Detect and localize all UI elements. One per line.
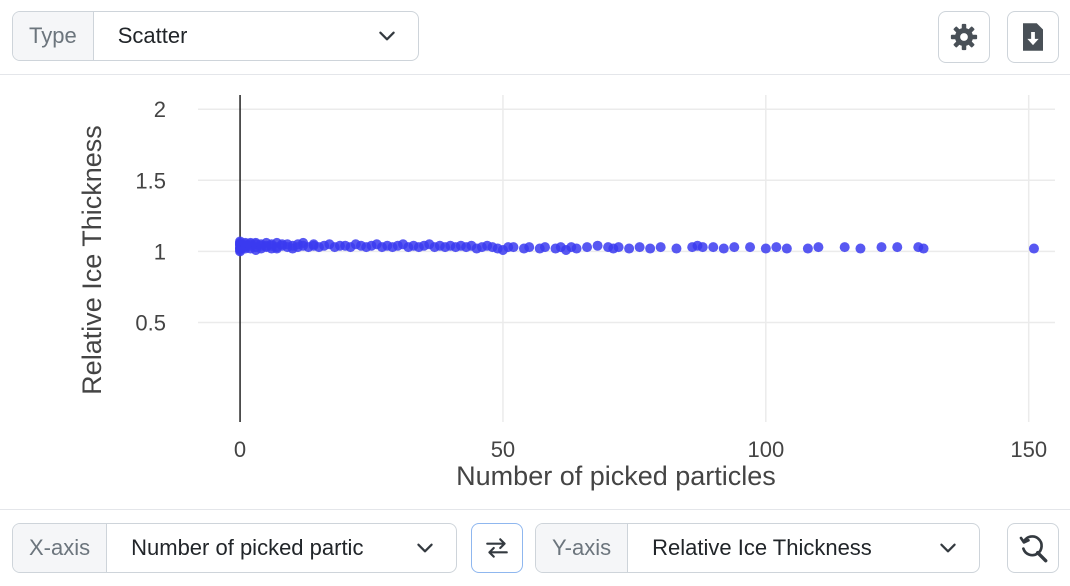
- scatter-point[interactable]: [592, 240, 603, 251]
- y-axis-select-label: Y-axis: [536, 524, 629, 572]
- x-tick-label: 150: [1010, 437, 1047, 462]
- file-download-icon: [1023, 23, 1043, 51]
- scatter-point[interactable]: [645, 243, 656, 254]
- swap-arrows-icon: [486, 538, 508, 558]
- x-axis-select-label: X-axis: [13, 524, 108, 572]
- scatter-point[interactable]: [582, 242, 593, 253]
- y-tick-labels: 0.5 1 1.5 2: [135, 97, 166, 335]
- scatter-point[interactable]: [571, 243, 582, 254]
- x-axis-select[interactable]: X-axis Number of picked particles: [12, 523, 457, 573]
- scatter-point[interactable]: [624, 243, 635, 254]
- gear-icon: [950, 23, 978, 51]
- scatter-point[interactable]: [745, 242, 756, 253]
- scatter-point[interactable]: [813, 242, 824, 253]
- scatter-point[interactable]: [655, 242, 666, 253]
- zoom-reset-button[interactable]: [1007, 523, 1059, 573]
- y-axis-title: Relative Ice Thickness: [77, 125, 107, 395]
- scatter-point[interactable]: [855, 243, 866, 254]
- y-axis-select-value[interactable]: Relative Ice Thickness: [628, 524, 979, 572]
- scatter-point[interactable]: [802, 243, 813, 254]
- plot-type-select[interactable]: Type Scatter: [12, 11, 419, 61]
- scatter-point[interactable]: [718, 243, 729, 254]
- y-tick-label: 2: [154, 97, 166, 122]
- y-axis-select-value-text: Relative Ice Thickness: [652, 535, 872, 560]
- swap-axes-button[interactable]: [471, 523, 523, 573]
- scatter-point[interactable]: [524, 242, 535, 253]
- plot-type-label: Type: [13, 12, 94, 60]
- x-tick-label: 50: [491, 437, 515, 462]
- scatter-point[interactable]: [508, 242, 519, 253]
- scatter-point[interactable]: [540, 242, 551, 253]
- scatter-point[interactable]: [876, 242, 887, 253]
- scatter-point[interactable]: [613, 242, 624, 253]
- scatter-point[interactable]: [1028, 243, 1039, 254]
- scatter-point[interactable]: [634, 242, 645, 253]
- download-button[interactable]: [1007, 11, 1059, 63]
- plot-type-value-text: Scatter: [117, 23, 188, 48]
- plot-frame: [0, 74, 1070, 510]
- x-tick-label: 0: [234, 437, 246, 462]
- scatter-points: [235, 236, 1039, 257]
- zoom-reset-icon: [1019, 535, 1048, 563]
- y-axis-select[interactable]: Y-axis Relative Ice Thickness: [535, 523, 980, 573]
- y-tick-label: 1: [154, 239, 166, 264]
- scatter-point[interactable]: [760, 243, 771, 254]
- x-axis-title: Number of picked particles: [456, 461, 776, 491]
- x-tick-labels: 0 50 100 150: [234, 437, 1047, 462]
- grid-lines: [198, 95, 1055, 422]
- chevron-down-icon: [417, 543, 433, 553]
- scatter-point[interactable]: [697, 242, 708, 253]
- scatter-point[interactable]: [771, 242, 782, 253]
- scatter-point[interactable]: [918, 243, 929, 254]
- chevron-down-icon: [379, 31, 395, 41]
- scatter-point[interactable]: [839, 242, 850, 253]
- y-tick-label: 0.5: [135, 310, 166, 335]
- settings-button[interactable]: [938, 11, 990, 63]
- scatter-point[interactable]: [781, 243, 792, 254]
- scatter-point[interactable]: [892, 242, 903, 253]
- scatter-point[interactable]: [708, 242, 719, 253]
- x-axis-select-value-text: Number of picked particles: [131, 535, 364, 560]
- scatter-point[interactable]: [671, 243, 682, 254]
- x-axis-select-value[interactable]: Number of picked particles: [107, 524, 456, 572]
- plot-type-value[interactable]: Scatter: [94, 12, 418, 60]
- scatter-point[interactable]: [729, 242, 740, 253]
- chevron-down-icon: [940, 543, 956, 553]
- y-tick-label: 1.5: [135, 168, 166, 193]
- x-tick-label: 100: [747, 437, 784, 462]
